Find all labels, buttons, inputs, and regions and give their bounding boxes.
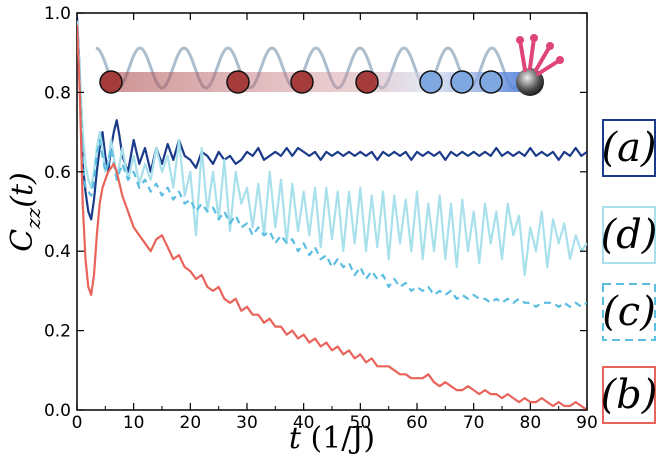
blue-atom xyxy=(479,70,503,94)
spin-arrow-head xyxy=(556,56,564,64)
y-tick-label: 0.4 xyxy=(44,242,71,262)
x-tick-label: 80 xyxy=(520,413,542,433)
x-axis-var: t xyxy=(289,421,311,456)
series-line-1 xyxy=(77,20,587,277)
x-tick-label: 20 xyxy=(180,413,202,433)
legend-label-2: (c) xyxy=(602,289,656,335)
y-tick-label: 0.6 xyxy=(44,163,71,183)
red-atom xyxy=(355,70,379,94)
series-line-2 xyxy=(77,24,587,308)
x-tick-label: 30 xyxy=(236,413,258,433)
series-line-0 xyxy=(77,16,587,221)
series-line-3 xyxy=(77,24,587,410)
red-atom xyxy=(226,70,250,94)
y-axis-base: C xyxy=(5,229,40,252)
inset-lattice-illustration xyxy=(95,34,564,96)
x-tick-label: 40 xyxy=(293,413,315,433)
blue-atom xyxy=(419,70,443,94)
y-axis-title: Czz(t) xyxy=(5,172,45,252)
x-tick-label: 60 xyxy=(406,413,428,433)
spin-arrow xyxy=(534,44,552,72)
red-atom xyxy=(290,70,314,94)
spin-arrow-head xyxy=(530,34,538,42)
x-axis-unit: (1/J) xyxy=(310,421,375,456)
red-atom xyxy=(99,70,123,94)
legend-label-0: (a) xyxy=(601,125,656,171)
legend-label-3: (b) xyxy=(601,372,658,418)
spin-arrow xyxy=(528,36,536,70)
x-axis-title: t (1/J) xyxy=(289,421,375,456)
y-tick-label: 0.0 xyxy=(44,401,71,421)
legend-box-0 xyxy=(602,119,656,177)
x-tick-label: 0 xyxy=(72,413,83,433)
atoms-group xyxy=(99,70,503,94)
probe-spin xyxy=(516,34,564,96)
legend-box-3 xyxy=(602,366,656,424)
x-tick-label: 50 xyxy=(350,413,372,433)
y-axis-sub: zz xyxy=(21,207,45,230)
blue-atom xyxy=(450,70,474,94)
legend-label-1: (d) xyxy=(601,212,658,258)
y-tick-label: 0.2 xyxy=(44,322,71,342)
spin-arrows-icon xyxy=(516,34,564,76)
spin-arrow xyxy=(518,38,527,72)
legend-box-2 xyxy=(602,283,656,341)
spin-arrow xyxy=(536,58,562,76)
legend-box-1 xyxy=(602,206,656,264)
y-tick-label: 1.0 xyxy=(44,4,71,24)
x-tick-label: 10 xyxy=(123,413,145,433)
y-axis-arg: (t) xyxy=(5,172,40,207)
y-tick-label: 0.8 xyxy=(44,83,71,103)
x-tick-label: 90 xyxy=(576,413,598,433)
spin-arrow-head xyxy=(516,36,524,44)
x-tick-label: 70 xyxy=(463,413,485,433)
spin-arrow-head xyxy=(546,42,554,50)
